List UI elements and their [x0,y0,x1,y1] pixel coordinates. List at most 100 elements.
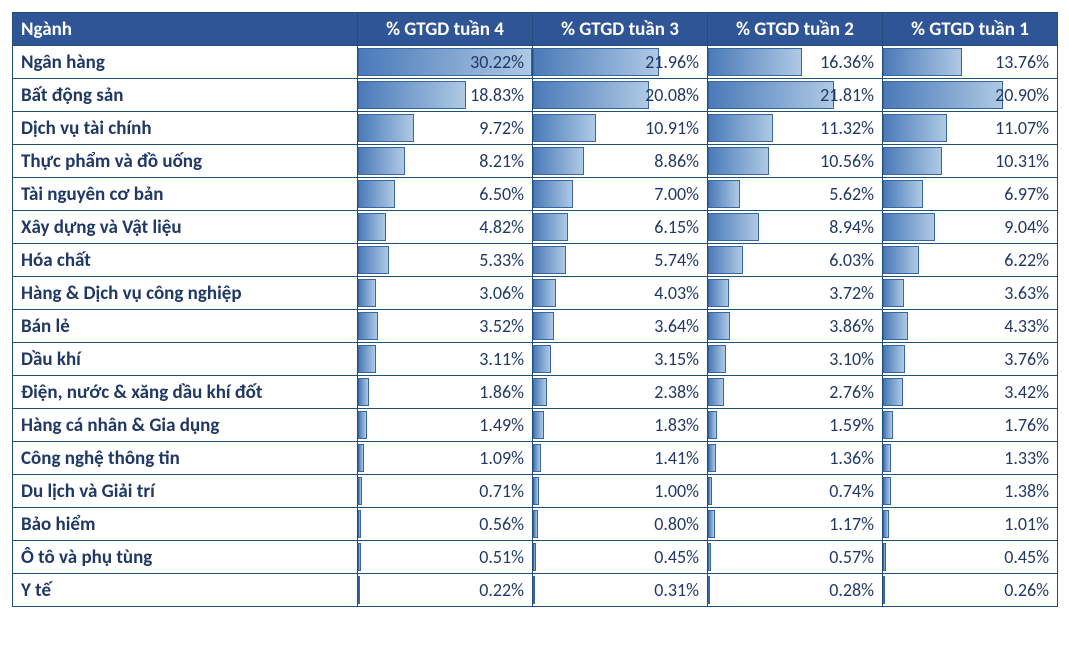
value-text: 9.72% [479,117,524,139]
value-text: 1.49% [479,414,524,436]
value-cell: 6.15% [533,211,708,244]
value-text: 11.07% [995,117,1049,139]
value-text: 20.90% [995,84,1049,106]
data-bar [883,312,908,340]
data-bar [708,279,729,307]
value-cell: 13.76% [883,46,1058,79]
data-bar [533,114,596,142]
value-cell: 9.72% [358,112,533,145]
value-text: 3.42% [1004,381,1049,403]
value-text: 3.10% [829,348,874,370]
value-cell: 21.96% [533,46,708,79]
value-cell: 8.21% [358,145,533,178]
value-text: 2.38% [654,381,699,403]
data-bar [358,411,367,439]
data-bar [883,378,903,406]
value-text: 0.31% [654,579,699,601]
data-bar [708,213,759,241]
data-bar [358,378,369,406]
value-text: 3.11% [479,348,524,370]
value-cell: 9.04% [883,211,1058,244]
sector-cell: Y tế [13,574,358,607]
value-cell: 4.33% [883,310,1058,343]
value-text: 21.81% [820,84,874,106]
value-cell: 4.82% [358,211,533,244]
table-row: Hàng cá nhân & Gia dụng1.49%1.83%1.59%1.… [13,409,1058,442]
data-bar [708,477,712,505]
data-bar [533,411,544,439]
value-text: 1.09% [479,447,524,469]
data-bar [708,81,834,109]
data-bar [708,246,743,274]
table-row: Công nghệ thông tin1.09%1.41%1.36%1.33% [13,442,1058,475]
value-cell: 5.62% [708,178,883,211]
value-text: 2.76% [829,381,874,403]
sector-cell: Hàng & Dịch vụ công nghiệp [13,277,358,310]
data-bar [533,543,536,571]
data-bar [883,576,885,604]
table-row: Tài nguyên cơ bản 6.50% 7.00%5.62%6.97% [13,178,1058,211]
value-cell: 0.45% [533,541,708,574]
value-cell: 1.86% [358,376,533,409]
value-text: 6.50% [479,183,524,205]
value-cell: 1.36% [708,442,883,475]
value-text: 1.59% [829,414,874,436]
value-cell: 20.08% [533,79,708,112]
sector-cell: Bất động sản [13,79,358,112]
data-bar [358,213,386,241]
data-bar [708,345,726,373]
value-text: 0.26% [1004,579,1049,601]
value-text: 30.22% [470,51,524,73]
value-text: 3.76% [1004,348,1049,370]
data-bar [883,411,893,439]
data-bar [708,114,773,142]
value-cell: 2.76% [708,376,883,409]
value-text: 6.15% [654,216,699,238]
col-header-w3: % GTGD tuần 3 [533,13,708,46]
data-bar [358,180,395,208]
value-text: 0.45% [1004,546,1049,568]
value-text: 21.96% [645,51,699,73]
table-row: Y tế0.22%0.31%0.28%0.26% [13,574,1058,607]
col-header-w1: % GTGD tuần 1 [883,13,1058,46]
value-cell: 0.80% [533,508,708,541]
data-bar [708,312,730,340]
table-row: Hóa chất5.33%5.74%6.03%6.22% [13,244,1058,277]
value-cell: 5.74% [533,244,708,277]
data-bar [883,510,889,538]
value-cell: 1.83% [533,409,708,442]
value-text: 10.31% [995,150,1049,172]
value-cell: 1.33% [883,442,1058,475]
value-text: 4.33% [1004,315,1049,337]
sector-cell: Dịch vụ tài chính [13,112,358,145]
value-text: 1.33% [1004,447,1049,469]
value-cell: 0.56% [358,508,533,541]
value-text: 0.51% [479,546,524,568]
col-header-w4: % GTGD tuần 4 [358,13,533,46]
value-cell: 8.94% [708,211,883,244]
value-text: 6.22% [1004,249,1049,271]
data-bar [883,114,947,142]
sector-cell: Du lịch và Giải trí [13,475,358,508]
value-text: 0.22% [479,579,524,601]
value-cell: 30.22% [358,46,533,79]
data-bar [358,444,364,472]
value-cell: 5.33% [358,244,533,277]
sector-cell: Ô tô và phụ tùng [13,541,358,574]
data-bar [883,279,904,307]
sector-cell: Xây dựng và Vật liệu [13,211,358,244]
value-cell: 1.01% [883,508,1058,541]
table-row: Dầu khí3.11%3.15%3.10%3.76% [13,343,1058,376]
value-text: 1.38% [1004,480,1049,502]
value-cell: 6.97% [883,178,1058,211]
sector-cell: Tài nguyên cơ bản [13,178,358,211]
value-text: 3.15% [654,348,699,370]
value-cell: 1.38% [883,475,1058,508]
sector-cell: Bảo hiểm [13,508,358,541]
value-cell: 7.00% [533,178,708,211]
value-text: 1.01% [1004,513,1049,535]
data-bar [533,477,539,505]
value-cell: 3.10% [708,343,883,376]
data-bar [533,378,547,406]
table-row: Xây dựng và Vật liệu4.82% 6.15% 8.94%9.04% [13,211,1058,244]
